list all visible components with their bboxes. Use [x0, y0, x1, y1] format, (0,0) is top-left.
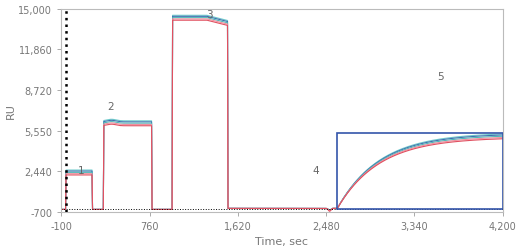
Text: 3: 3 [206, 10, 212, 20]
Text: 4: 4 [313, 165, 319, 175]
X-axis label: Time, sec: Time, sec [255, 237, 309, 246]
Text: 2: 2 [107, 101, 114, 111]
Y-axis label: RU: RU [6, 103, 16, 119]
Text: 1: 1 [77, 165, 84, 175]
Text: 5: 5 [437, 72, 444, 82]
Bar [337, 133, 503, 210]
